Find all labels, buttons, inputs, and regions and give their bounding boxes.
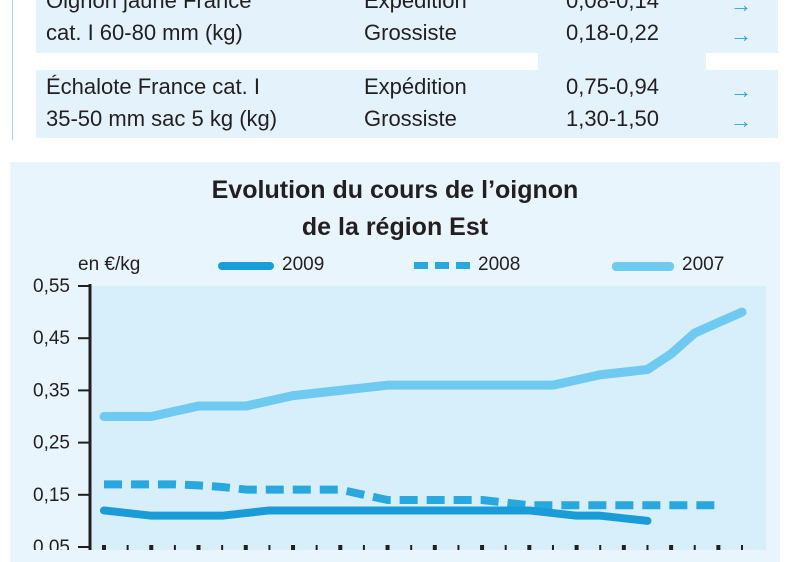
chart-title: Evolution du cours de l’oignon xyxy=(211,176,579,204)
legend-label-2007: 2007 xyxy=(682,254,725,275)
trend-arrow-icon: → xyxy=(730,78,752,103)
y-tick-label: 0,55 xyxy=(33,276,70,297)
price-range: 0,75-0,94 xyxy=(566,74,659,99)
market-stage: Expédition xyxy=(364,0,467,13)
y-tick-label: 0,15 xyxy=(33,485,70,506)
market-stage: Grossiste xyxy=(364,106,457,131)
series-line-2007 xyxy=(99,307,747,421)
y-axis-unit-label: en €/kg xyxy=(78,254,141,275)
line-chart: 0,55 0,45 0,35 0,25 0,15 0,05 xyxy=(33,276,766,550)
price-range: 0,18-0,22 xyxy=(566,20,659,45)
legend-label-2008: 2008 xyxy=(478,254,521,275)
trend-arrow-icon: → xyxy=(730,22,752,47)
trend-arrow-icon: → xyxy=(730,0,752,17)
price-range: 1,30-1,50 xyxy=(566,106,659,131)
y-tick-label: 0,25 xyxy=(33,433,70,454)
product-name: Échalote France cat. I xyxy=(46,74,260,99)
product-name: Oignon jaune France xyxy=(46,0,252,13)
chart-title-line2: de la région Est xyxy=(301,213,489,241)
y-tick-label: 0,05 xyxy=(33,537,70,550)
y-tick-label: 0,45 xyxy=(33,328,70,349)
market-stage: Expédition xyxy=(364,74,467,99)
price-table: Oignon jaune France cat. I 60-80 mm (kg)… xyxy=(0,0,800,150)
y-tick-label: 0,35 xyxy=(33,380,70,401)
series-line-2008 xyxy=(104,480,719,510)
product-name: 35-50 mm sac 5 kg (kg) xyxy=(46,106,278,131)
table-frame xyxy=(12,0,13,140)
product-name: cat. I 60-80 mm (kg) xyxy=(46,20,243,45)
legend-swatch-2009 xyxy=(218,262,274,270)
trend-arrow-icon: → xyxy=(730,108,752,133)
price-column xyxy=(538,0,706,138)
price-range: 0,08-0,14 xyxy=(566,0,659,13)
legend-label-2009: 2009 xyxy=(282,254,325,275)
market-stage: Grossiste xyxy=(364,20,457,45)
series-line-2009 xyxy=(100,506,652,525)
legend-swatch-2008 xyxy=(414,262,470,269)
legend-swatch-2007 xyxy=(612,262,674,271)
